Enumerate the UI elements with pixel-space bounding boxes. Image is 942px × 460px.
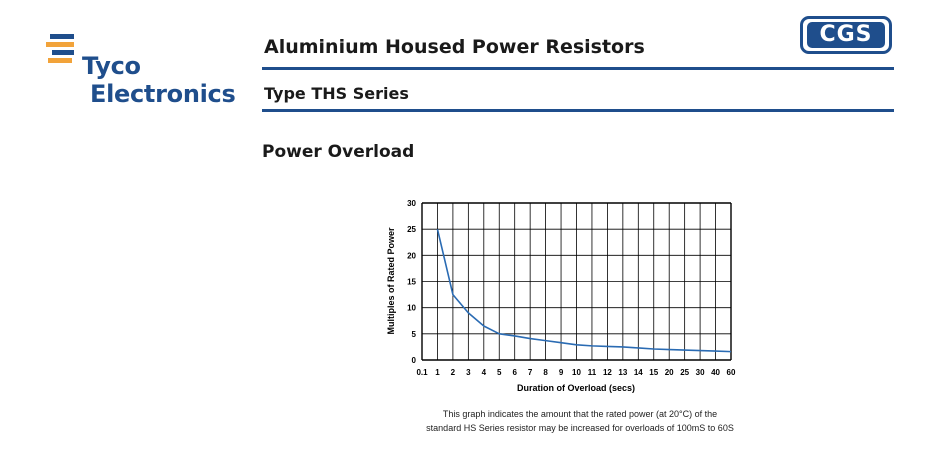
- x-tick-label: 10: [572, 368, 581, 377]
- logo-wordmark: Tyco Electronics: [82, 52, 236, 108]
- y-tick-label: 20: [407, 251, 416, 260]
- page-subtitle: Type THS Series: [264, 84, 409, 103]
- x-tick-label: 30: [696, 368, 705, 377]
- x-tick-label: 11: [588, 368, 597, 377]
- x-tick-label: 3: [466, 368, 471, 377]
- x-tick-label: 5: [497, 368, 502, 377]
- x-tick-label: 6: [512, 368, 517, 377]
- logo-line-tyco: Tyco: [82, 52, 141, 80]
- y-tick-label: 10: [407, 304, 416, 313]
- x-tick-label: 12: [603, 368, 612, 377]
- x-tick-label: 14: [634, 368, 643, 377]
- page-title: Aluminium Housed Power Resistors: [264, 36, 645, 58]
- chart-y-axis-label: Multiples of Rated Power: [386, 227, 396, 335]
- title-divider: [262, 67, 894, 70]
- chart-x-ticks: 0.1 1 2 3 4 5 6 7 8 9 10 11 12 13 14 15 20 25 30 40 60: [416, 368, 736, 377]
- x-tick-label: 20: [665, 368, 674, 377]
- cgs-badge-label: CGS: [807, 22, 885, 48]
- chart-grid: [421, 202, 732, 361]
- tyco-electronics-logo: Tyco Electronics: [46, 34, 246, 114]
- x-tick-label: 9: [559, 368, 564, 377]
- x-tick-label: 60: [727, 368, 736, 377]
- x-tick-label: 13: [618, 368, 627, 377]
- x-tick-label: 15: [649, 368, 658, 377]
- x-tick-label: 0.1: [416, 368, 428, 377]
- subtitle-divider: [262, 109, 894, 112]
- chart-caption: This graph indicates the amount that the…: [380, 407, 780, 435]
- x-tick-label: 25: [680, 368, 689, 377]
- y-tick-label: 30: [407, 199, 416, 208]
- x-tick-label: 7: [528, 368, 533, 377]
- chart-x-axis-label: Duration of Overload (secs): [517, 383, 635, 393]
- y-tick-label: 25: [407, 225, 416, 234]
- y-tick-label: 0: [412, 356, 417, 365]
- chart-caption-line-2: standard HS Series resistor may be incre…: [426, 423, 734, 433]
- tyco-logo-icon: [46, 34, 74, 63]
- chart-y-ticks: 0 5 10 15 20 25 30: [407, 199, 416, 365]
- cgs-badge: CGS: [800, 16, 892, 54]
- x-tick-label: 8: [543, 368, 548, 377]
- chart-series: [436, 228, 732, 353]
- x-tick-label: 40: [711, 368, 720, 377]
- y-tick-label: 5: [412, 330, 417, 339]
- x-tick-label: 1: [435, 368, 440, 377]
- y-tick-label: 15: [407, 278, 416, 287]
- section-title: Power Overload: [262, 142, 415, 162]
- chart-caption-line-1: This graph indicates the amount that the…: [442, 409, 718, 419]
- logo-line-electronics: Electronics: [90, 80, 236, 108]
- x-tick-label: 4: [482, 368, 487, 377]
- series-line: [436, 228, 732, 353]
- x-tick-label: 2: [451, 368, 456, 377]
